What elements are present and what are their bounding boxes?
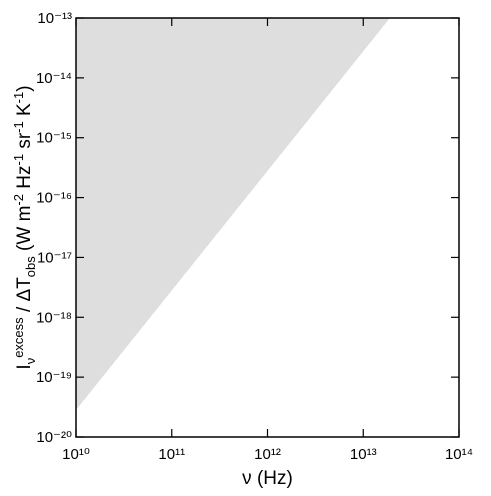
- y-axis-label-part: sr: [14, 132, 35, 154]
- x-axis-label: ν (Hz): [242, 468, 293, 489]
- y-axis-label-part: K: [14, 103, 35, 121]
- axes: 10¹⁰ 10¹¹ 10¹² 10¹³ 10¹⁴ 10⁻²⁰ 10⁻¹⁹ 10⁻¹⁸ 10⁻¹⁷…: [11, 10, 473, 489]
- y-axis-label-part: ): [14, 85, 35, 91]
- x-tick-label: 10¹⁴: [445, 446, 473, 463]
- x-tick-label: 10¹³: [350, 446, 377, 463]
- y-axis-label-part: obs: [23, 256, 38, 277]
- y-axis-label-part: Hz: [14, 166, 35, 195]
- y-tick-label: 10⁻¹⁷: [37, 249, 72, 266]
- y-axis-label-part: -1: [11, 121, 26, 133]
- excluded-region: [76, 18, 390, 411]
- y-axis-label-part: (W m: [14, 206, 35, 257]
- y-axis-label-part: I: [14, 364, 35, 369]
- y-tick-label: 10⁻¹⁵: [36, 130, 72, 147]
- y-tick-label: 10⁻¹³: [37, 10, 72, 27]
- x-tick-label: 10¹²: [254, 446, 281, 463]
- y-axis-label: Iνexcess / ΔTobs (W m-2 Hz-1 sr-1 K-1): [11, 85, 38, 369]
- y-axis-label-part: -2: [11, 194, 26, 206]
- y-tick-label: 10⁻¹⁴: [36, 70, 72, 87]
- y-tick-label: 10⁻¹⁹: [36, 369, 72, 386]
- y-axis-label-part: ν: [23, 358, 38, 365]
- y-axis-label-part: -1: [11, 154, 26, 166]
- y-tick-label: 10⁻¹⁶: [36, 190, 72, 207]
- y-axis-label-part: -1: [11, 92, 26, 104]
- x-tick-label: 10¹⁰: [62, 446, 90, 463]
- y-axis-label-part: / ΔT: [14, 277, 35, 318]
- y-tick-label: 10⁻¹⁸: [36, 309, 72, 326]
- y-tick-label: 10⁻²⁰: [36, 429, 72, 446]
- y-axis-label-part: excess: [11, 317, 26, 358]
- plot-area: [76, 18, 390, 411]
- x-tick-label: 10¹¹: [158, 446, 185, 463]
